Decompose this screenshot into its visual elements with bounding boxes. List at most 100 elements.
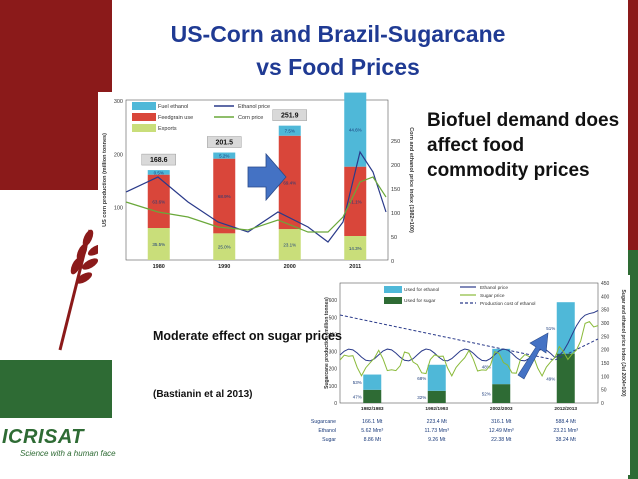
ethanol-price-line — [125, 150, 387, 243]
wheat-logo-icon — [58, 229, 105, 351]
y2-tick-label: 300 — [601, 321, 610, 327]
table-row-label: Sugarcane — [311, 419, 336, 425]
bar-segment — [556, 353, 575, 403]
slide-title: US-Corn and Brazil-Sugarcane vs Food Pri… — [118, 18, 558, 84]
table-cell: 23.21 Mm³ — [553, 428, 578, 434]
y2-tick-label: 350 — [601, 308, 610, 314]
bar-segment — [147, 228, 170, 260]
bar-percent-label: 69.4% — [283, 180, 296, 185]
bar-segment — [363, 389, 382, 403]
y-tick-label: 400 — [329, 332, 338, 338]
bar-percent-label: 63.6% — [152, 199, 165, 204]
y-tick-label: 0 — [334, 401, 337, 407]
bar-percent-label: 41.1% — [349, 199, 362, 204]
sidebar-green-band — [0, 360, 112, 418]
bar-segment — [147, 170, 170, 175]
y2-tick-label: 100 — [601, 374, 610, 380]
legend-label: Ethanol price — [238, 104, 270, 110]
total-label: 201.5 — [215, 140, 233, 147]
bar-percent-label: 32% — [417, 395, 426, 400]
brazil-sugarcane-chart: 0 100 200 300 400 500 600 0 50 100 150 200 250 300 350… — [300, 275, 630, 475]
bar-segment — [278, 135, 301, 230]
legend-label: Feedgrain use — [158, 115, 193, 121]
legend-swatch — [132, 124, 156, 132]
x-tick-label: 2011 — [349, 264, 361, 270]
y2-axis-label: Sugar and ethanol price index (Jul 2004=… — [620, 289, 626, 396]
y-tick-label: 100 — [114, 206, 123, 212]
total-label: 168.6 — [150, 157, 168, 164]
corn-price-line — [125, 176, 387, 233]
bar-segment — [344, 166, 367, 236]
table-cell: 22.38 Mt — [491, 437, 512, 443]
production-cost-line — [339, 314, 599, 361]
bar-segment — [344, 92, 367, 167]
y-tick-label: 300 — [114, 99, 123, 105]
table-cell: 8.86 Mt — [364, 437, 382, 443]
left-sidebar — [0, 0, 112, 479]
bar-segment — [492, 348, 511, 385]
table-cell: 5.62 Mm³ — [361, 428, 383, 434]
y-tick-label: 500 — [329, 315, 338, 321]
legend-label: Production cost of ethanol — [480, 301, 535, 307]
x-tick-label: 1982/1983 — [361, 406, 384, 412]
blue-arrow-icon — [517, 332, 549, 380]
sidebar-logo-area — [0, 418, 112, 479]
bar-percent-label: 25.0% — [218, 245, 231, 250]
table-row-label: Sugar — [322, 437, 336, 443]
bar-percent-label: 23.1% — [283, 243, 296, 248]
callout-text: Biofuel demand does affect food commodit… — [427, 110, 620, 181]
bar-segment — [344, 236, 367, 260]
y2-axis-label: Corn and ethanol price index (1982=100) — [408, 127, 414, 233]
table-cell: 12.49 Mm³ — [489, 428, 514, 434]
bar-percent-label: 35.5% — [152, 242, 165, 247]
bar-percent-label: 52% — [482, 392, 491, 397]
legend-label: Used for sugar — [404, 298, 436, 304]
icrisat-name: ICRISAT — [2, 426, 85, 448]
legend-label: Fuel ethanol — [158, 104, 188, 110]
bar-percent-label: 44.6% — [349, 128, 362, 133]
y-axis-label: Sugarcane production (million tonnes) — [324, 297, 330, 389]
table-row-label: Ethanol — [318, 428, 336, 434]
x-tick-label: 2012/2013 — [554, 406, 577, 412]
total-label-box — [207, 136, 242, 148]
bar-segment — [213, 158, 236, 234]
y2-tick-label: 450 — [601, 281, 610, 287]
sidebar-maroon-band — [0, 0, 112, 190]
legend-label: Exports — [158, 126, 177, 132]
y2-tick-label: 200 — [391, 163, 400, 169]
legend-label: Used for ethanol — [404, 287, 439, 293]
y2-tick-label: 250 — [601, 334, 610, 340]
y2-tick-label: 100 — [391, 211, 400, 217]
y2-tick-label: 150 — [391, 187, 400, 193]
y2-tick-label: 400 — [601, 294, 610, 300]
right-edge-maroon — [628, 0, 638, 250]
bar-percent-label: 53% — [353, 380, 362, 385]
y2-tick-label: 0 — [601, 401, 604, 407]
y2-tick-label: 0 — [391, 259, 394, 265]
bar-percent-label: 68.9% — [218, 194, 231, 199]
legend-swatch — [132, 113, 156, 121]
bar-segment — [363, 374, 382, 390]
title-line-2: vs Food Prices — [256, 54, 420, 80]
table-cell: 38.24 Mt — [556, 437, 577, 443]
y2-tick-label: 150 — [601, 361, 610, 367]
plot-frame — [339, 282, 599, 404]
y-tick-label: 600 — [329, 298, 338, 304]
y2-tick-label: 50 — [391, 235, 397, 241]
legend-label: Ethanol price — [480, 285, 508, 291]
total-label: 251.9 — [281, 113, 299, 120]
table-cell: 9.26 Mt — [428, 437, 446, 443]
sugar-price-line — [339, 321, 599, 378]
bar-percent-label: 47% — [353, 394, 362, 399]
legend-label: Corn price — [238, 115, 263, 121]
x-tick-label: 1980 — [153, 264, 165, 270]
title-line-1: US-Corn and Brazil-Sugarcane — [170, 21, 506, 47]
bar-segment — [147, 174, 170, 228]
x-tick-label: 2000 — [284, 264, 296, 270]
bar-segment — [556, 302, 575, 354]
y-tick-label: 200 — [114, 152, 123, 158]
icrisat-logo: ICRISAT Science with a human face — [2, 426, 116, 458]
y-tick-label: 300 — [329, 350, 338, 356]
legend-swatch — [132, 102, 156, 110]
x-tick-label: 1990 — [218, 264, 230, 270]
